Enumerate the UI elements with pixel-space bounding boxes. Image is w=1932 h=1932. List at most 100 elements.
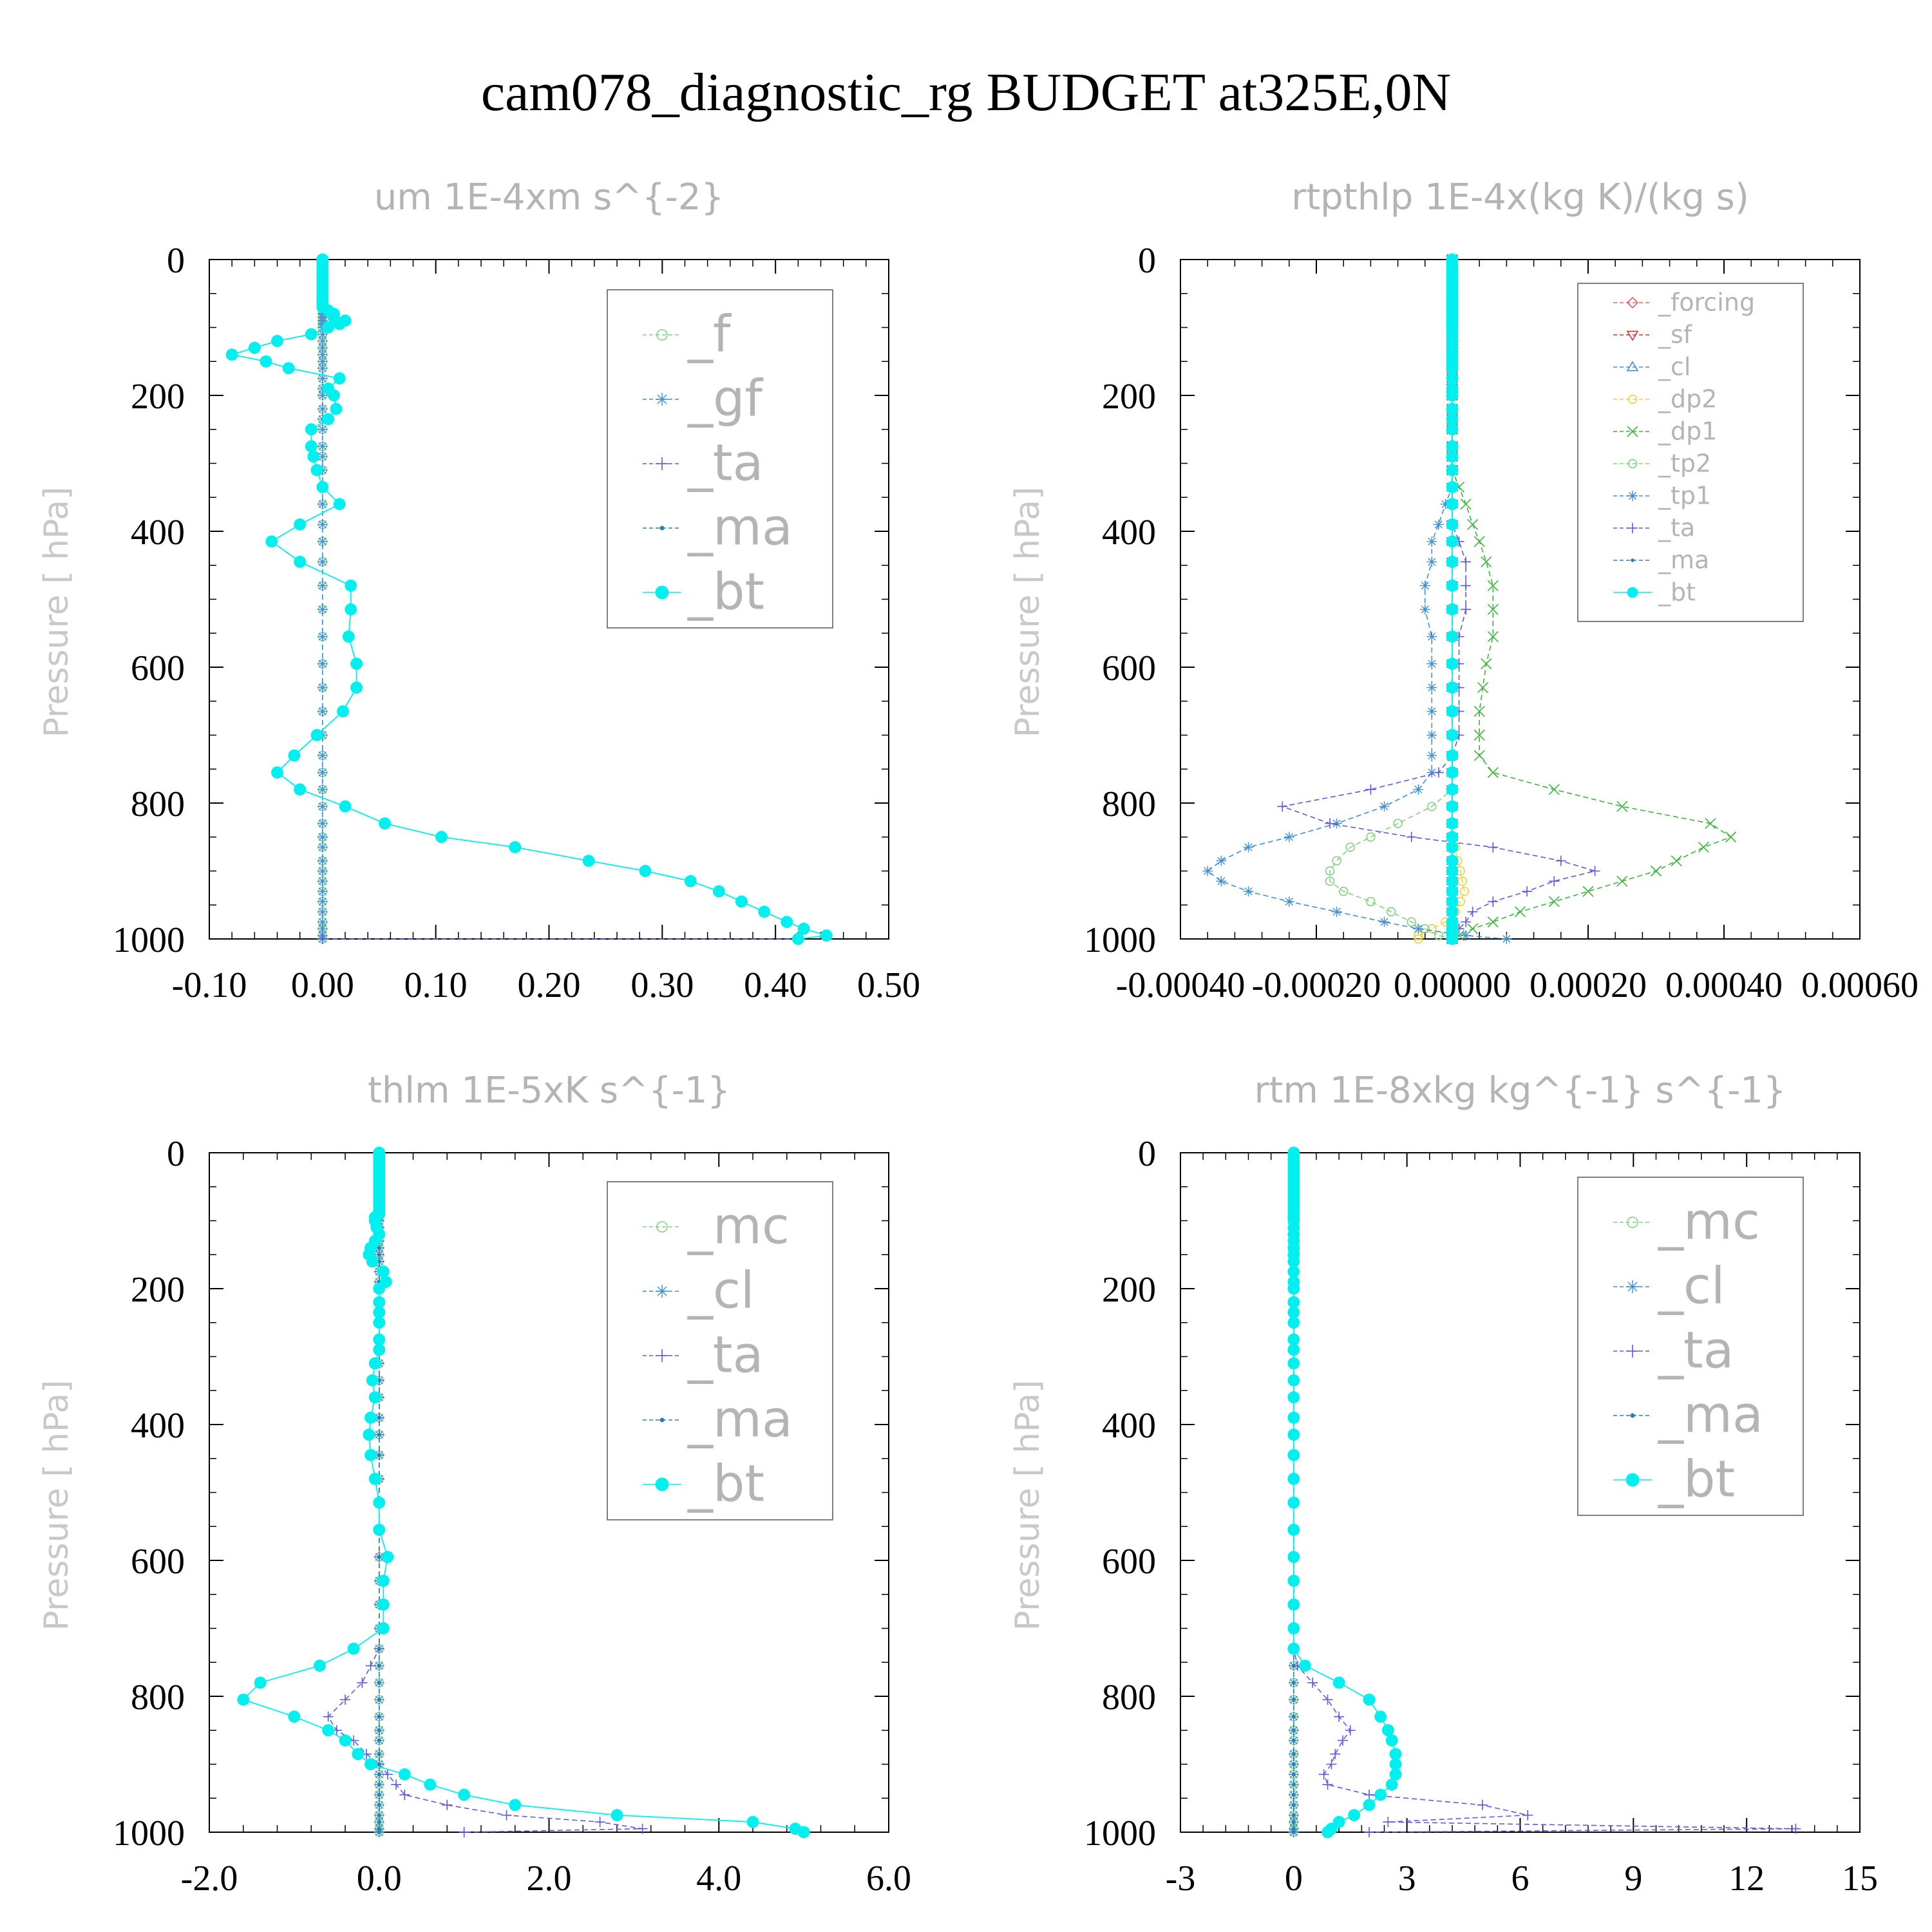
data-point xyxy=(1287,1642,1300,1655)
data-point xyxy=(1427,802,1437,811)
legend-marker xyxy=(1627,1217,1638,1228)
data-point xyxy=(1433,767,1444,778)
x-tick-label: 4.0 xyxy=(696,1859,741,1899)
data-point xyxy=(1292,1762,1296,1766)
data-point xyxy=(365,1660,376,1671)
data-point xyxy=(377,1265,390,1278)
data-point xyxy=(1287,1575,1300,1587)
data-point xyxy=(1364,1827,1375,1837)
data-point xyxy=(1446,875,1459,887)
data-point xyxy=(1446,658,1459,670)
data-point xyxy=(365,1412,377,1424)
data-point xyxy=(1216,876,1227,887)
data-point xyxy=(317,498,328,509)
data-point xyxy=(1481,556,1492,568)
data-point xyxy=(1292,1663,1296,1668)
data-point xyxy=(345,579,357,592)
legend: _forcing _sf _cl _dp2 _dp1 _tp2 _tp1 _ta _ma _bt xyxy=(1577,283,1804,622)
data-point xyxy=(1426,750,1437,761)
data-point xyxy=(288,1710,301,1723)
panel-3: thlm 1E-5xK s^{-1} Pressure [ hPa] 0 200 400… xyxy=(37,1070,911,1899)
legend-marker xyxy=(1627,587,1638,598)
data-point xyxy=(377,1714,381,1719)
data-point xyxy=(1406,917,1416,927)
data-point xyxy=(1426,658,1437,669)
data-point xyxy=(365,1758,377,1770)
data-point xyxy=(435,831,448,844)
data-point xyxy=(1582,886,1594,897)
data-point xyxy=(317,424,328,435)
y-tick-label: 600 xyxy=(131,649,185,688)
data-point xyxy=(377,1783,381,1786)
data-point xyxy=(1446,402,1459,415)
data-point xyxy=(382,1769,393,1780)
series-_tp1 xyxy=(1202,254,1512,944)
data-point xyxy=(1202,866,1213,876)
data-point xyxy=(1334,1711,1345,1722)
data-point xyxy=(399,1789,410,1800)
legend-entry-_ta: _ta xyxy=(1658,514,1695,542)
data-point xyxy=(377,1416,381,1420)
data-point xyxy=(305,423,317,436)
y-tick-label: 1000 xyxy=(1084,920,1156,960)
y-tick-label: 0 xyxy=(1138,241,1156,281)
data-point xyxy=(637,1823,648,1834)
data-point xyxy=(1446,905,1459,918)
data-point xyxy=(317,390,328,401)
y-tick-label: 400 xyxy=(1102,513,1156,553)
legend-entry-_mc: _mc xyxy=(687,1198,790,1256)
data-point xyxy=(1461,556,1472,567)
data-point xyxy=(1386,907,1396,917)
data-point xyxy=(1322,1779,1333,1790)
data-point xyxy=(1440,498,1451,509)
data-point xyxy=(1548,896,1560,907)
panel-4: rtm 1E-8xkg kg^{-1} s^{-1} Pressure [ hPa… xyxy=(1009,1070,1878,1899)
data-point xyxy=(758,905,771,918)
data-point xyxy=(1427,923,1437,934)
data-point xyxy=(1446,389,1459,402)
data-point xyxy=(1292,1772,1296,1777)
legend-marker xyxy=(656,1221,668,1233)
data-point xyxy=(1488,896,1499,907)
data-point xyxy=(746,1815,759,1828)
y-axis-label: Pressure [ hPa] xyxy=(37,487,76,738)
y-tick-label: 400 xyxy=(131,513,185,553)
data-point xyxy=(317,916,328,927)
data-point xyxy=(459,1827,469,1837)
data-point xyxy=(225,348,238,361)
data-point xyxy=(373,1343,386,1356)
data-point xyxy=(1283,896,1294,907)
legend-entry-_ta: _ta xyxy=(687,1327,763,1385)
data-point xyxy=(377,1245,381,1250)
data-point xyxy=(1374,1710,1387,1723)
data-point xyxy=(1379,801,1390,812)
data-point xyxy=(1287,1551,1300,1564)
y-axis-label: Pressure [ hPa] xyxy=(1009,1380,1047,1631)
data-point xyxy=(317,767,328,778)
data-point xyxy=(377,1728,381,1732)
data-point xyxy=(294,783,307,796)
panel-2: rtpthlp 1E-4x(kg K)/(kg s) Pressure [ hPa… xyxy=(1009,176,1918,1005)
data-point xyxy=(1365,784,1376,795)
data-point xyxy=(1292,1728,1296,1732)
data-point xyxy=(333,372,346,385)
data-point xyxy=(377,1793,381,1797)
data-point xyxy=(1446,705,1459,718)
data-point xyxy=(1522,886,1533,897)
data-point xyxy=(317,750,328,761)
data-point xyxy=(1287,1357,1300,1370)
data-point xyxy=(363,1428,375,1441)
data-point xyxy=(1487,916,1499,928)
data-point xyxy=(1321,1826,1334,1839)
data-point xyxy=(366,1374,379,1387)
legend-marker xyxy=(656,1349,668,1362)
data-point xyxy=(1446,630,1459,643)
data-point xyxy=(317,906,328,917)
data-point xyxy=(317,356,328,367)
x-tick-label: -0.00020 xyxy=(1252,965,1381,1005)
data-point xyxy=(350,681,363,694)
legend-entry-_dp1: _dp1 xyxy=(1658,417,1717,446)
data-point xyxy=(1473,536,1485,547)
series-line xyxy=(1206,260,1507,940)
data-point xyxy=(377,1826,381,1831)
